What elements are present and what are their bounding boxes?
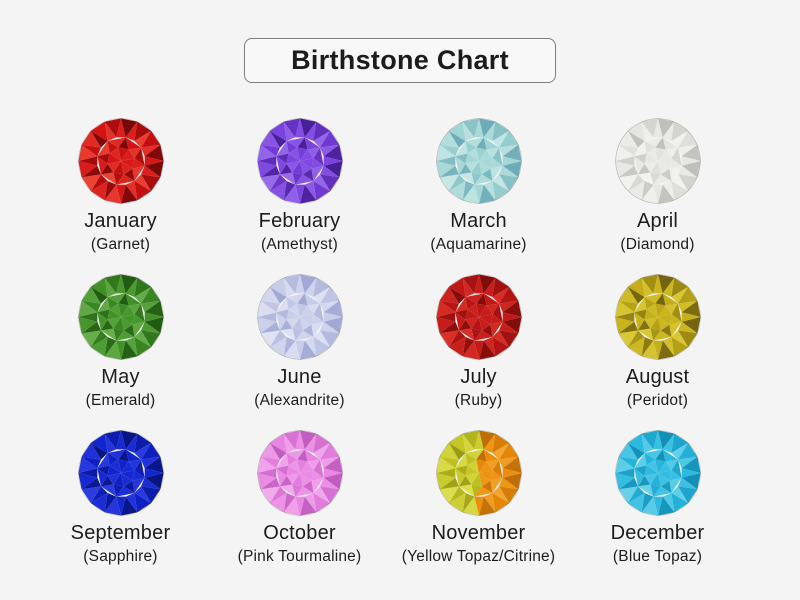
page-title: Birthstone Chart	[291, 45, 509, 75]
birthstone-caption: July (Ruby)	[455, 360, 503, 410]
gem-april-icon	[614, 118, 701, 204]
chart-title-box: Birthstone Chart	[244, 38, 556, 83]
gem-december-icon	[614, 430, 701, 516]
birthstone-item-november: November (Yellow Topaz/Citrine)	[389, 430, 568, 566]
gem-january-icon	[77, 118, 164, 204]
stone-name-label: (Aquamarine)	[430, 236, 527, 253]
gem-february-icon	[256, 118, 343, 204]
gem-september-icon	[77, 430, 164, 516]
gem-march-icon	[435, 118, 522, 204]
month-label: December	[610, 522, 705, 544]
birthstone-item-september: September (Sapphire)	[31, 430, 210, 566]
month-label: January	[84, 210, 157, 232]
birthstone-caption: September (Sapphire)	[71, 516, 171, 566]
birthstone-caption: February (Amethyst)	[259, 204, 341, 254]
stone-name-label: (Amethyst)	[261, 236, 338, 253]
gem-may-icon	[77, 274, 164, 360]
birthstone-item-december: December (Blue Topaz)	[568, 430, 747, 566]
stone-name-label: (Diamond)	[620, 236, 695, 253]
gem-july-icon	[435, 274, 522, 360]
birthstone-item-april: April (Diamond)	[568, 118, 747, 254]
month-label: March	[450, 210, 507, 232]
stone-name-label: (Emerald)	[85, 392, 156, 409]
birthstone-item-february: February (Amethyst)	[210, 118, 389, 254]
month-label: November	[431, 522, 526, 544]
month-label: August	[625, 366, 690, 388]
birthstone-caption: January (Garnet)	[84, 204, 157, 254]
gem-november-icon	[435, 430, 522, 516]
birthstone-caption: May (Emerald)	[86, 360, 156, 410]
stone-name-label: (Sapphire)	[83, 548, 158, 565]
birthstone-caption: October (Pink Tourmaline)	[238, 516, 362, 566]
month-label: February	[258, 210, 341, 232]
birthstone-item-august: August (Peridot)	[568, 274, 747, 410]
birthstone-caption: August (Peridot)	[626, 360, 689, 410]
birthstone-caption: November (Yellow Topaz/Citrine)	[402, 516, 555, 566]
stone-name-label: (Blue Topaz)	[612, 548, 703, 565]
stone-name-label: (Ruby)	[454, 392, 503, 409]
month-label: April	[636, 210, 678, 232]
month-label: July	[460, 366, 497, 388]
month-label: June	[277, 366, 322, 388]
birthstone-caption: April (Diamond)	[620, 204, 694, 254]
gem-june-icon	[256, 274, 343, 360]
stone-name-label: (Peridot)	[626, 392, 689, 409]
birthstone-item-march: March (Aquamarine)	[389, 118, 568, 254]
birthstone-item-july: July (Ruby)	[389, 274, 568, 410]
birthstone-item-october: October (Pink Tourmaline)	[210, 430, 389, 566]
birthstone-caption: March (Aquamarine)	[430, 204, 526, 254]
month-label: May	[101, 366, 140, 388]
stone-name-label: (Pink Tourmaline)	[237, 548, 362, 565]
gem-august-icon	[614, 274, 701, 360]
month-label: October	[263, 522, 336, 544]
birthstone-grid: January (Garnet) February (Amethyst) Mar…	[31, 118, 747, 566]
month-label: September	[70, 522, 171, 544]
birthstone-item-june: June (Alexandrite)	[210, 274, 389, 410]
stone-name-label: (Garnet)	[90, 236, 151, 253]
stone-name-label: (Alexandrite)	[254, 392, 345, 409]
stone-name-label: (Yellow Topaz/Citrine)	[401, 548, 556, 565]
birthstone-caption: December (Blue Topaz)	[611, 516, 705, 566]
gem-october-icon	[256, 430, 343, 516]
birthstone-caption: June (Alexandrite)	[254, 360, 344, 410]
birthstone-item-may: May (Emerald)	[31, 274, 210, 410]
birthstone-item-january: January (Garnet)	[31, 118, 210, 254]
